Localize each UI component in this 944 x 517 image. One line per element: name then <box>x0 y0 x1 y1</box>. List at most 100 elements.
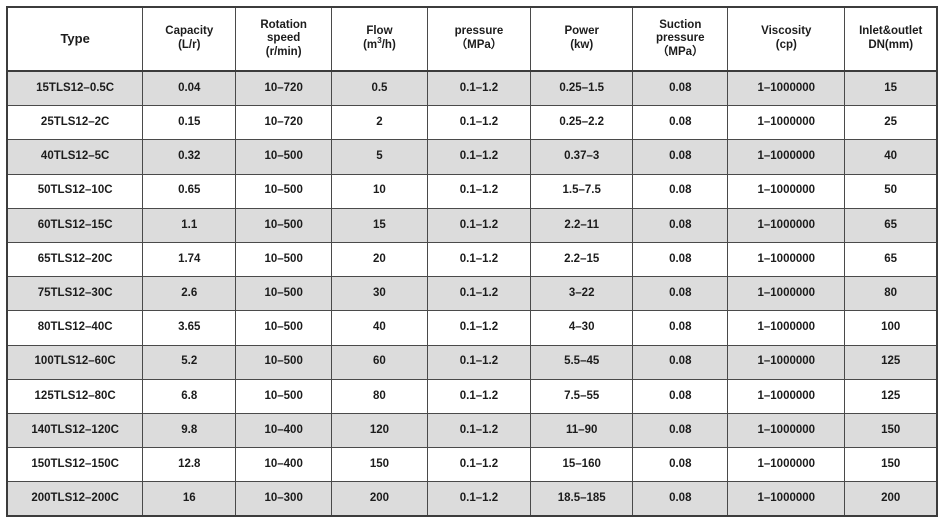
cell-capacity: 0.32 <box>142 139 237 175</box>
cell-power: 11–90 <box>530 412 634 449</box>
column-header-label: Suction <box>659 18 702 31</box>
column-header-unit: （MPa） <box>656 45 704 58</box>
column-header-unit: (m3/h) <box>363 36 396 51</box>
cell-type: 15TLS12–0.5C <box>6 70 144 107</box>
cell-pressure: 0.1–1.2 <box>426 412 532 449</box>
cell-rotation: 10–500 <box>235 276 333 312</box>
cell-viscosity: 1–1000000 <box>727 378 846 414</box>
cell-viscosity: 1–1000000 <box>727 70 846 107</box>
cell-suction: 0.08 <box>632 447 729 483</box>
cell-pressure: 0.1–1.2 <box>426 139 532 175</box>
cell-type: 125TLS12–80C <box>6 378 144 414</box>
cell-power: 0.37–3 <box>530 139 634 175</box>
cell-capacity: 2.6 <box>142 276 237 312</box>
cell-inletoutlet: 50 <box>844 173 938 209</box>
column-header-label: pressure <box>454 25 504 38</box>
cell-pressure: 0.1–1.2 <box>426 310 532 346</box>
cell-power: 4–30 <box>530 310 634 346</box>
cell-power: 1.5–7.5 <box>530 173 634 209</box>
cell-suction: 0.08 <box>632 310 729 346</box>
table-row: 100TLS12–60C 5.2 10–500 60 0.1–1.2 5.5–45 0.08… <box>6 344 938 380</box>
cell-suction: 0.08 <box>632 139 729 175</box>
column-header-label-line2: speed <box>267 32 301 45</box>
header-row: Type Capacity (L/r) Rotation speed (r/min) Flo… <box>6 6 938 72</box>
table-row: 40TLS12–5C 0.32 10–500 5 0.1–1.2 0.37–3 0.08 1–… <box>6 139 938 175</box>
cell-capacity: 1.74 <box>142 241 237 278</box>
cell-type: 80TLS12–40C <box>6 310 144 346</box>
cell-capacity: 3.65 <box>142 310 237 346</box>
cell-type: 140TLS12–120C <box>6 412 144 449</box>
cell-power: 0.25–2.2 <box>530 105 634 141</box>
cell-pressure: 0.1–1.2 <box>426 207 532 243</box>
cell-rotation: 10–720 <box>235 105 333 141</box>
cell-viscosity: 1–1000000 <box>727 207 846 243</box>
cell-pressure: 0.1–1.2 <box>426 241 532 278</box>
cell-viscosity: 1–1000000 <box>727 139 846 175</box>
cell-rotation: 10–500 <box>235 310 333 346</box>
cell-viscosity: 1–1000000 <box>727 276 846 312</box>
column-header-capacity: Capacity (L/r) <box>142 6 237 72</box>
cell-inletoutlet: 25 <box>844 105 938 141</box>
table-row: 50TLS12–10C 0.65 10–500 10 0.1–1.2 1.5–7.5 0.0… <box>6 173 938 209</box>
table-row: 15TLS12–0.5C 0.04 10–720 0.5 0.1–1.2 0.25–1.5… <box>6 70 938 107</box>
cell-power: 5.5–45 <box>530 344 634 380</box>
column-header-label: Rotation <box>260 18 307 31</box>
cell-rotation: 10–500 <box>235 207 333 243</box>
column-header-pressure: pressure （MPa） <box>426 6 532 72</box>
cell-suction: 0.08 <box>632 412 729 449</box>
cell-type: 200TLS12–200C <box>6 481 144 517</box>
column-header-rotation: Rotation speed (r/min) <box>235 6 333 72</box>
cell-suction: 0.08 <box>632 378 729 414</box>
cell-flow: 15 <box>331 207 428 243</box>
column-header-label: Flow <box>366 25 393 38</box>
column-header-flow: Flow (m3/h) <box>331 6 428 72</box>
cell-suction: 0.08 <box>632 276 729 312</box>
cell-type: 40TLS12–5C <box>6 139 144 175</box>
cell-flow: 120 <box>331 412 428 449</box>
table-row: 25TLS12–2C 0.15 10–720 2 0.1–1.2 0.25–2.2 0.08… <box>6 105 938 141</box>
cell-flow: 80 <box>331 378 428 414</box>
cell-inletoutlet: 125 <box>844 344 938 380</box>
cell-power: 18.5–185 <box>530 481 634 517</box>
cell-inletoutlet: 100 <box>844 310 938 346</box>
cell-rotation: 10–400 <box>235 447 333 483</box>
column-header-label: Type <box>60 31 90 47</box>
cell-viscosity: 1–1000000 <box>727 310 846 346</box>
column-header-power: Power (kw) <box>530 6 634 72</box>
cell-power: 2.2–15 <box>530 241 634 278</box>
cell-viscosity: 1–1000000 <box>727 344 846 380</box>
cell-flow: 60 <box>331 344 428 380</box>
cell-suction: 0.08 <box>632 207 729 243</box>
cell-power: 0.25–1.5 <box>530 70 634 107</box>
table-row: 75TLS12–30C 2.6 10–500 30 0.1–1.2 3–22 0.08 1–1… <box>6 276 938 312</box>
table-row: 65TLS12–20C 1.74 10–500 20 0.1–1.2 2.2–15 0.08… <box>6 241 938 278</box>
cell-pressure: 0.1–1.2 <box>426 173 532 209</box>
cell-capacity: 1.1 <box>142 207 237 243</box>
pump-specification-table: Type Capacity (L/r) Rotation speed (r/min) Flo… <box>6 6 938 517</box>
column-header-label-line2: pressure <box>655 32 705 45</box>
column-header-unit: (r/min) <box>265 45 302 58</box>
cell-flow: 2 <box>331 105 428 141</box>
cell-power: 7.5–55 <box>530 378 634 414</box>
cell-pressure: 0.1–1.2 <box>426 105 532 141</box>
cubic-exponent: 3 <box>377 36 382 46</box>
cell-flow: 0.5 <box>331 70 428 107</box>
cell-pressure: 0.1–1.2 <box>426 447 532 483</box>
table-row: 200TLS12–200C 16 10–300 200 0.1–1.2 18.5–185 0… <box>6 481 938 517</box>
cell-inletoutlet: 65 <box>844 241 938 278</box>
table-row: 140TLS12–120C 9.8 10–400 120 0.1–1.2 11–90 0.0… <box>6 412 938 449</box>
cell-rotation: 10–720 <box>235 70 333 107</box>
column-header-label: Viscosity <box>761 25 812 38</box>
cell-type: 60TLS12–15C <box>6 207 144 243</box>
cell-rotation: 10–300 <box>235 481 333 517</box>
cell-suction: 0.08 <box>632 241 729 278</box>
cell-capacity: 6.8 <box>142 378 237 414</box>
cell-viscosity: 1–1000000 <box>727 412 846 449</box>
column-header-suction: Suction pressure （MPa） <box>632 6 729 72</box>
cell-inletoutlet: 15 <box>844 70 938 107</box>
cell-rotation: 10–500 <box>235 378 333 414</box>
column-header-unit: (cp) <box>775 39 797 51</box>
cell-viscosity: 1–1000000 <box>727 105 846 141</box>
cell-power: 15–160 <box>530 447 634 483</box>
cell-capacity: 5.2 <box>142 344 237 380</box>
